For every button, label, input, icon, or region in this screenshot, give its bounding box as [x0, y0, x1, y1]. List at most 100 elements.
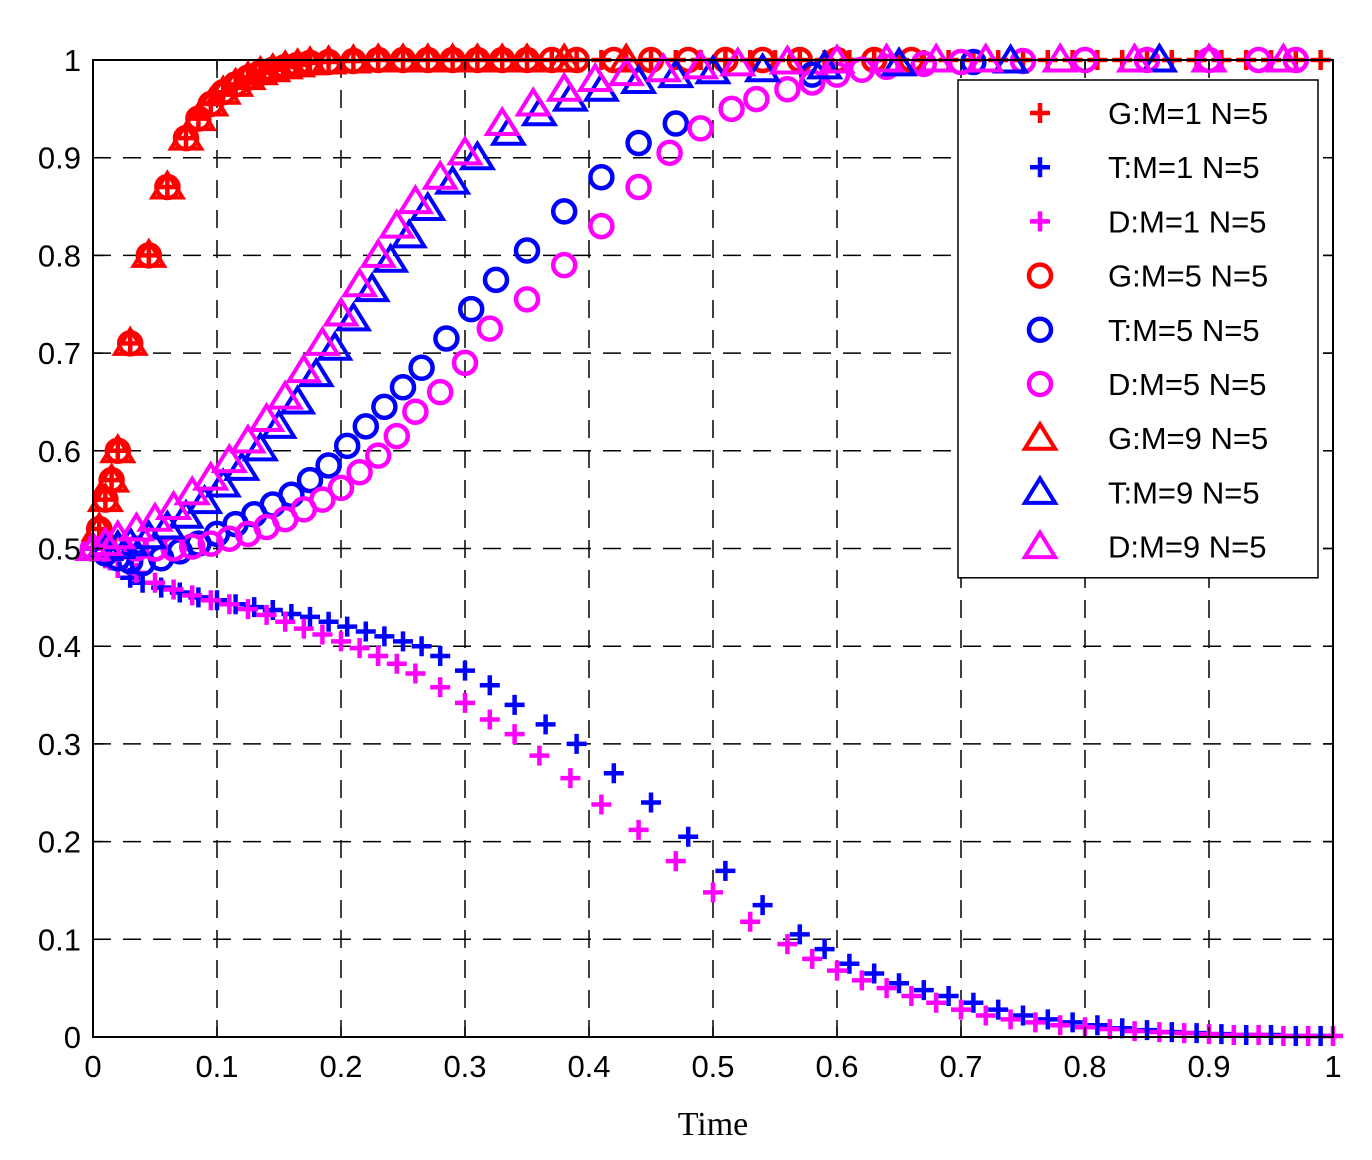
data-point-triangle [880, 46, 918, 77]
axis-ticks [92, 59, 1334, 1038]
legend-marker-circle [1026, 370, 1054, 398]
data-point-triangle [409, 190, 447, 222]
y-tick-label: 0.6 [38, 434, 81, 469]
legend-marker-triangle [1021, 528, 1059, 560]
data-point-plus [293, 618, 314, 639]
data-point-plus [814, 939, 835, 960]
x-tick-label: 0.4 [567, 1049, 610, 1084]
y-tick-label: 0.2 [38, 825, 81, 860]
legend-label: T:M=9 N=5 [1108, 475, 1260, 510]
legend-label: G:M=1 N=5 [1108, 96, 1268, 131]
data-point-triangle [483, 42, 521, 73]
y-tick-label: 1 [64, 43, 81, 78]
data-point-plus [504, 724, 525, 745]
y-tick-label: 0.1 [38, 922, 81, 957]
data-point-circle [960, 48, 987, 76]
data-point-plus [355, 621, 376, 642]
data-point-plus [455, 660, 475, 681]
data-point-triangle [322, 296, 360, 327]
x-tick-label: 0.6 [815, 1049, 858, 1084]
data-point-triangle [92, 462, 131, 493]
data-point-triangle [241, 54, 280, 86]
data-point-triangle [167, 498, 205, 529]
data-point-plus [864, 963, 885, 984]
data-point-triangle [173, 475, 211, 506]
legend-marker-triangle [1021, 474, 1059, 505]
data-point-triangle [867, 42, 906, 73]
data-point-plus [349, 638, 370, 659]
data-point-circle [371, 393, 398, 421]
data-point-triangle [607, 55, 645, 87]
data-point-plus [238, 599, 258, 620]
data-point-triangle [216, 66, 255, 97]
data-point-triangle [619, 63, 658, 94]
data-point-triangle [371, 242, 410, 273]
data-point-triangle [340, 266, 379, 298]
legend-label: T:M=5 N=5 [1108, 313, 1260, 348]
data-point-plus [1248, 1025, 1269, 1046]
data-point-plus [318, 611, 339, 632]
y-tick-label: 0.8 [38, 238, 81, 273]
data-point-circle [947, 48, 975, 76]
x-tick-label: 0.3 [443, 1049, 486, 1084]
data-point-plus [374, 626, 395, 647]
data-point-circle [315, 452, 342, 479]
data-point-circle [625, 173, 652, 201]
data-point-plus [752, 895, 773, 916]
data-point-circle [296, 466, 324, 494]
data-point-triangle [1115, 42, 1154, 73]
data-point-triangle [1140, 42, 1179, 73]
data-point-plus [219, 594, 240, 615]
data-point-plus [312, 624, 333, 645]
y-tick-labels: 0 0.1 0.2 0.3 0.4 0.5 0.6 0.7 0.8 0.9 1 [38, 43, 81, 1055]
data-point-triangle [117, 511, 156, 542]
data-point-plus [740, 911, 761, 932]
data-point-plus [1062, 1012, 1083, 1033]
data-point-circle [327, 474, 355, 502]
data-point-plus [963, 992, 984, 1013]
data-point-triangle [297, 356, 335, 388]
data-point-triangle [192, 460, 230, 491]
data-point-triangle [278, 384, 317, 415]
legend-label: D:M=1 N=5 [1108, 204, 1267, 239]
data-point-circle [656, 139, 683, 167]
data-point-plus [1025, 1012, 1046, 1033]
data-point-circle [433, 325, 460, 352]
data-point-triangle [285, 352, 323, 384]
data-point-triangle [99, 432, 137, 464]
data-point-triangle [607, 42, 645, 73]
x-tick-label: 0.5 [691, 1049, 734, 1084]
data-point-plus [975, 1005, 996, 1026]
data-point-circle [910, 50, 938, 78]
data-point-circle [588, 163, 615, 191]
data-point-plus [851, 970, 872, 991]
data-point-circle [178, 533, 206, 560]
data-point-triangle [644, 51, 683, 83]
data-point-plus [504, 694, 525, 715]
data-point-triangle [1041, 42, 1079, 73]
data-point-plus [182, 585, 203, 606]
data-point-triangle [229, 59, 267, 91]
data-point-plus [529, 745, 550, 766]
data-point-triangle [241, 431, 280, 462]
x-tick-label: 0.1 [195, 1049, 238, 1084]
data-point-plus [331, 631, 351, 652]
data-point-circle [457, 295, 485, 323]
legend-label: G:M=5 N=5 [1108, 259, 1268, 294]
data-point-triangle [210, 442, 249, 474]
data-point-plus [938, 985, 959, 1006]
data-point-plus [876, 978, 897, 999]
data-point-plus [337, 616, 358, 637]
data-point-plus [200, 590, 221, 611]
data-point-circle [364, 442, 392, 469]
data-point-triangle [458, 42, 497, 73]
data-point-plus [789, 924, 810, 945]
data-point-circle [482, 266, 510, 294]
data-point-triangle [260, 408, 298, 439]
plot-series [74, 42, 1343, 1047]
data-point-plus [145, 572, 165, 593]
data-point-plus [1174, 1023, 1195, 1044]
data-point-circle [513, 286, 541, 313]
data-point-triangle [433, 164, 472, 195]
data-point-triangle [433, 42, 472, 73]
